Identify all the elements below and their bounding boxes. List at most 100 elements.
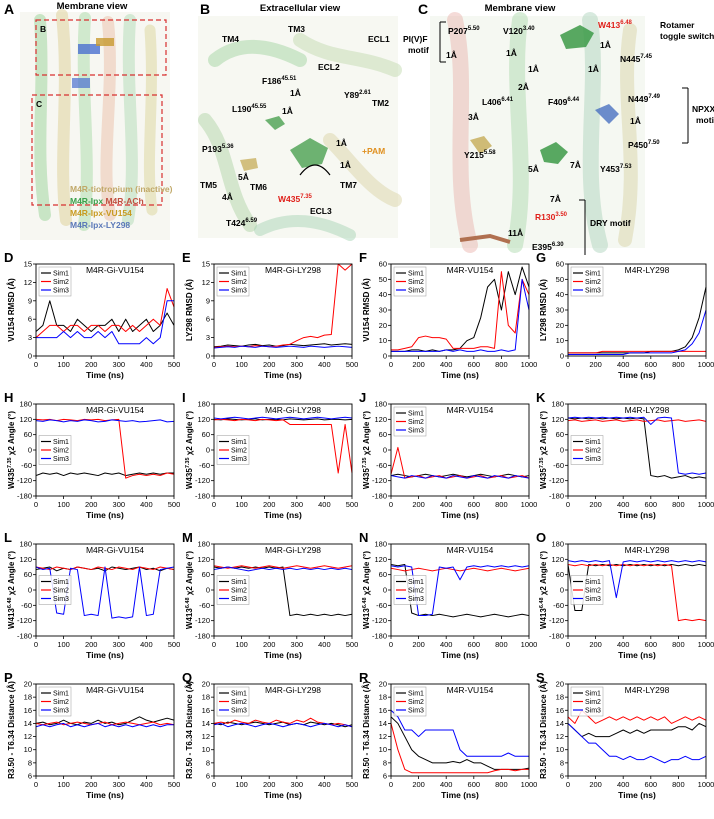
chart-title: M4R-Gi-LY298 <box>265 405 321 415</box>
helix-label: TM3 <box>288 24 305 34</box>
y-axis-label-sup: 6.48 <box>7 597 13 608</box>
residue-sup: 5.36 <box>222 144 234 150</box>
residue-label: P2075.50 <box>448 26 480 36</box>
helix-label: ECL3 <box>310 206 332 216</box>
series-line <box>213 565 353 569</box>
y-tick-label: -60 <box>553 461 564 470</box>
y-axis-label: LY298 RMSD (Å) <box>185 279 194 341</box>
x-tick-label: 400 <box>440 780 453 789</box>
panel-letter: G <box>536 250 546 265</box>
panel-letter: N <box>359 530 368 545</box>
residue-label: F4096.44 <box>548 97 580 107</box>
series-line <box>567 563 707 622</box>
y-tick-label: 18 <box>379 693 387 702</box>
legend-entry: M4R-tiotropium (inactive) <box>70 184 173 194</box>
x-tick-label: 600 <box>468 500 481 509</box>
panel-letter: J <box>359 390 366 405</box>
x-tick-label: 200 <box>85 780 98 789</box>
y-tick-label: -120 <box>195 476 210 485</box>
series-line <box>568 350 706 354</box>
y-axis-label: LY298 RMSD (Å) <box>539 279 548 341</box>
y-tick-label: 6 <box>206 315 210 324</box>
x-tick-label: 500 <box>346 500 359 509</box>
y-tick-label: 180 <box>19 540 32 549</box>
legend-label: Sim2 <box>231 279 247 286</box>
y-axis-label-sup: 7.35 <box>362 457 368 468</box>
legend-label: Sim2 <box>53 588 69 595</box>
distance: 7Å <box>570 160 581 170</box>
residue-label: W4136.48 <box>598 20 633 30</box>
x-tick-label: 400 <box>440 360 453 369</box>
y-tick-label: -120 <box>549 616 564 625</box>
x-tick-label: 200 <box>263 500 276 509</box>
x-tick-label: 200 <box>85 360 98 369</box>
legend-label: Sim2 <box>53 279 69 286</box>
y-axis-label: W4136.48 χ2 Angle (°) <box>362 551 371 629</box>
series-line <box>213 416 353 420</box>
y-tick-label: 120 <box>374 415 387 424</box>
x-tick-label: 0 <box>566 500 570 509</box>
series-line <box>567 723 707 764</box>
y-tick-label: 180 <box>551 540 564 549</box>
x-axis-label: Time (ns) <box>264 510 302 520</box>
y-axis-label-part: W413 <box>539 608 548 629</box>
legend-label: Sim3 <box>53 596 69 603</box>
annotation: motif <box>696 115 714 125</box>
y-tick-label: 15 <box>24 260 32 269</box>
residue: F409 <box>548 97 568 107</box>
legend-entry: M4R-Ipx-LY298 <box>70 220 130 230</box>
plot-frame <box>213 543 353 637</box>
y-tick-label: 20 <box>202 680 210 689</box>
series-line <box>35 722 174 728</box>
residue-sup: 6.41 <box>501 97 513 103</box>
x-tick-label: 400 <box>617 640 630 649</box>
x-axis-label: Time (ns) <box>86 510 124 520</box>
distance: 5Å <box>528 164 539 174</box>
y-tick-label: 14 <box>556 719 564 728</box>
residue-label: N4457.45 <box>620 54 653 64</box>
x-tick-label: 600 <box>645 640 658 649</box>
y-tick-label: -120 <box>549 476 564 485</box>
y-axis-label-part: W435 <box>185 468 194 489</box>
helix-label: TM7 <box>340 180 357 190</box>
x-tick-label: 800 <box>495 360 508 369</box>
y-tick-label: 16 <box>556 706 564 715</box>
residue-label: E3956.30 <box>532 242 564 252</box>
helix-label: TM4 <box>222 34 239 44</box>
y-axis-label-part: VU154 RMSD (Å) <box>362 278 371 342</box>
y-tick-label: 30 <box>379 306 387 315</box>
annotation: motif <box>408 45 429 55</box>
panel-letter: B <box>200 1 210 17</box>
legend-label: Sim2 <box>231 699 247 706</box>
legend-label: Sim1 <box>53 271 69 278</box>
x-tick-label: 300 <box>113 360 126 369</box>
y-tick-label: 12 <box>202 278 210 287</box>
legend-label: Sim2 <box>53 448 69 455</box>
residue: Y89 <box>344 90 359 100</box>
y-tick-label: 0 <box>383 586 387 595</box>
x-tick-label: 300 <box>113 640 126 649</box>
legend-label: Sim1 <box>408 271 424 278</box>
panel-letter: P <box>4 670 13 685</box>
legend-label: Sim2 <box>408 588 424 595</box>
residue-sup: 6.44 <box>567 97 579 103</box>
x-tick-label: 200 <box>412 780 425 789</box>
chart-title: M4R-LY298 <box>625 265 670 275</box>
x-tick-label: 500 <box>168 500 181 509</box>
chart-title: M4R-VU154 <box>447 405 494 415</box>
legend-label: Sim3 <box>585 288 601 295</box>
y-tick-label: -180 <box>372 492 387 501</box>
legend-label: Sim3 <box>231 288 247 295</box>
series-line <box>390 563 530 618</box>
y-tick-label: 60 <box>556 260 564 269</box>
residue-label: F18645.51 <box>262 76 297 86</box>
residue: Y453 <box>600 164 620 174</box>
y-axis-label-part: χ2 Angle (°) <box>539 551 548 598</box>
x-tick-label: 400 <box>140 640 153 649</box>
legend-label: Sim1 <box>231 691 247 698</box>
y-tick-label: 10 <box>556 336 564 345</box>
y-tick-label: 16 <box>202 706 210 715</box>
residue-label: Y892.61 <box>344 90 371 100</box>
y-axis-label: W4136.48 χ2 Angle (°) <box>539 551 548 629</box>
